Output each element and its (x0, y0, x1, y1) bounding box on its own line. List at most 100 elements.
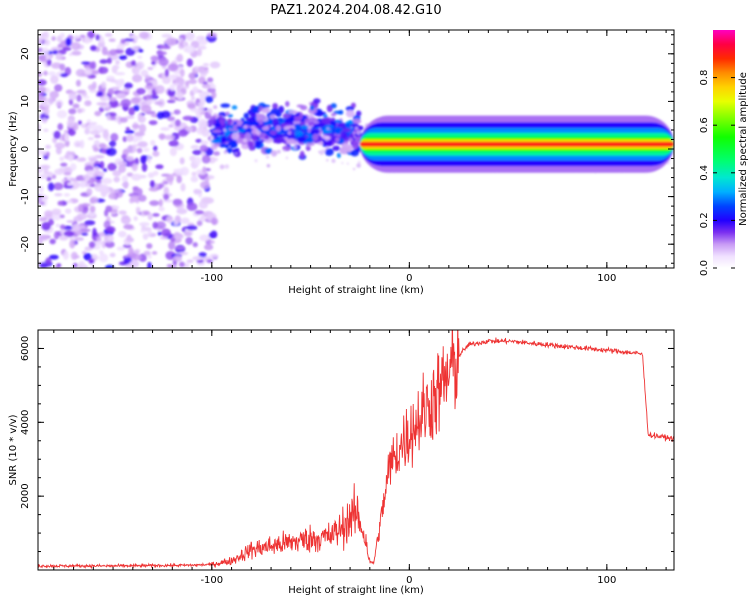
heatmap-cell (38, 71, 43, 78)
heatmap-cell (99, 161, 105, 170)
heatmap-cell (116, 246, 126, 251)
snr-frame (37, 329, 675, 571)
heatmap-cell (71, 41, 81, 51)
heatmap-cell (177, 94, 184, 100)
heatmap-cell (163, 193, 170, 201)
heatmap-cell (77, 120, 82, 125)
heatmap-cell (132, 186, 140, 191)
snr-xlabel: Height of straight line (km) (288, 585, 424, 596)
heatmap-cell (124, 129, 135, 134)
colorbar: 0.0 0.2 0.4 0.6 0.8 Normalized spectral ampl… (699, 30, 749, 276)
heatmap-cell (90, 263, 95, 268)
heatmap-cell (51, 36, 56, 41)
heatmap-cell (54, 84, 63, 92)
heatmap-cell (196, 220, 203, 227)
heatmap-cell (155, 164, 164, 170)
heatmap-cell (217, 144, 221, 147)
spectrogram-heatmap (38, 30, 674, 268)
heatmap-cell (196, 48, 202, 57)
heatmap-cell (137, 113, 143, 121)
heatmap-cell (68, 92, 77, 101)
heatmap-cell (140, 104, 152, 113)
heatmap-cell (71, 181, 80, 189)
heatmap-cell (118, 164, 127, 173)
heatmap-cell (109, 189, 120, 194)
heatmap-cell (268, 148, 273, 152)
heatmap-cell (142, 233, 149, 240)
heatmap-cell (128, 107, 135, 116)
heatmap-cell (153, 145, 158, 152)
heatmap-cell (38, 217, 48, 222)
heatmap-cell (101, 81, 107, 89)
heatmap-cell (294, 123, 303, 131)
heatmap-cell (121, 181, 129, 188)
heatmap-cell (133, 216, 138, 221)
heatmap-cell (125, 127, 130, 131)
heatmap-cell (236, 138, 245, 144)
heatmap-cell (149, 180, 155, 188)
heatmap-cell (299, 150, 305, 159)
heatmap-cell (151, 251, 158, 255)
spectrogram-xlabel: Height of straight line (km) (288, 285, 424, 296)
heatmap-cell (104, 96, 110, 101)
heatmap-cell (80, 203, 91, 207)
heatmap-cell (132, 254, 142, 261)
y-tick-label: 4000 (20, 410, 31, 435)
heatmap-cell (45, 54, 50, 61)
heatmap-cell (200, 140, 209, 146)
heatmap-cell (96, 236, 102, 242)
snr-ticks: -100 0 100 2000 4000 6000 (20, 329, 674, 586)
heatmap-cell (108, 99, 119, 108)
heatmap-cell (63, 230, 75, 237)
heatmap-cell (150, 139, 156, 146)
heatmap-cell (118, 230, 127, 238)
heatmap-cell (75, 68, 86, 77)
heatmap-cell (182, 85, 190, 90)
heatmap-cell (89, 130, 100, 135)
heatmap-cell (75, 237, 84, 241)
heatmap-cell (265, 155, 270, 159)
heatmap-cell (253, 133, 256, 136)
heatmap-cell (50, 75, 59, 84)
heatmap-cell (38, 86, 47, 93)
heatmap-cell (43, 128, 49, 132)
heatmap-cell (104, 33, 113, 37)
heatmap-cell (275, 136, 285, 144)
heatmap-cell (202, 63, 210, 67)
y-tick-label: 20 (20, 47, 31, 60)
heatmap-cell (220, 118, 226, 126)
heatmap-cell (255, 113, 266, 120)
heatmap-cell (275, 125, 282, 132)
heatmap-cell (101, 46, 108, 56)
heatmap-cell (186, 58, 193, 67)
heatmap-cell (294, 130, 304, 137)
heatmap-cell (119, 117, 128, 123)
heatmap-cell (227, 118, 233, 126)
heatmap-cell (62, 250, 69, 260)
heatmap-cell (168, 140, 180, 147)
heatmap-cell (106, 113, 111, 121)
heatmap-cell (102, 130, 110, 140)
heatmap-cell (48, 71, 56, 77)
heatmap-cell (269, 114, 276, 120)
heatmap-cell (224, 164, 230, 169)
snr-ylabel: SNR (10 * v/v) (8, 414, 19, 485)
heatmap-cell (128, 246, 134, 256)
heatmap-cell (79, 34, 86, 38)
heatmap-cell (271, 139, 274, 142)
heatmap-cell (250, 133, 258, 141)
heatmap-cell (169, 147, 177, 157)
heatmap-cell (113, 176, 120, 183)
heatmap-cell (135, 206, 141, 213)
heatmap-cell (53, 130, 61, 140)
heatmap-cell (58, 235, 69, 241)
heatmap-cell (173, 220, 179, 226)
heatmap-cell (112, 170, 122, 177)
heatmap-cell (180, 217, 190, 224)
y-tick-label: -20 (20, 236, 31, 252)
heatmap-cell (305, 137, 314, 144)
x-tick-label: -100 (200, 273, 223, 284)
heatmap-cell (338, 109, 344, 115)
heatmap-cell (121, 153, 127, 160)
